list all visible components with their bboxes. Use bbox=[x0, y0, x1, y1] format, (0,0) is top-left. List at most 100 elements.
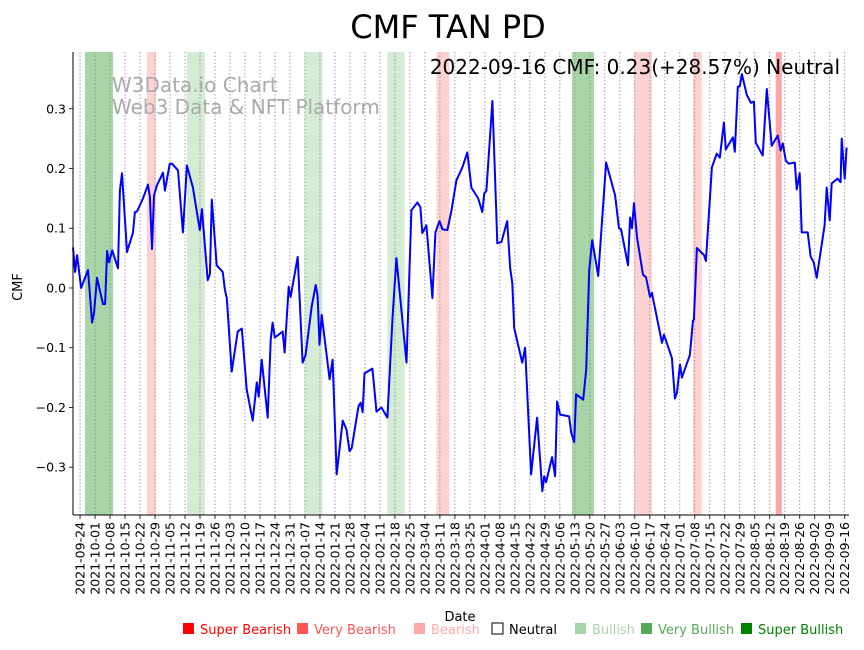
x-tick-label: 2022-05-13 bbox=[567, 522, 582, 595]
y-tick-label: −0.3 bbox=[36, 460, 66, 475]
x-tick-label: 2022-02-18 bbox=[387, 522, 402, 595]
x-tick-label: 2021-09-24 bbox=[73, 522, 88, 595]
legend-swatch bbox=[491, 622, 504, 635]
x-tick-label: 2021-11-12 bbox=[178, 522, 193, 595]
x-tick-label: 2022-07-22 bbox=[717, 522, 732, 595]
signal-band-bullish bbox=[304, 52, 323, 515]
x-tick-label: 2021-11-19 bbox=[193, 522, 208, 595]
x-tick-label: 2021-10-15 bbox=[118, 522, 133, 595]
legend-item: Super Bullish bbox=[741, 623, 843, 638]
x-tick-label: 2022-06-24 bbox=[657, 522, 672, 595]
x-tick-label: 2021-10-22 bbox=[133, 522, 148, 595]
axes: 2021-09-24 2021-10-01 2021-10-08 2021-10-15… bbox=[36, 52, 852, 595]
x-tick-label: 2022-04-08 bbox=[492, 522, 507, 595]
signal-band-bullish bbox=[186, 52, 205, 515]
x-tick-label: 2022-02-11 bbox=[372, 522, 387, 595]
x-tick-label: 2021-12-17 bbox=[252, 522, 267, 595]
x-tick-label: 2022-06-17 bbox=[642, 522, 657, 595]
x-tick-label: 2021-12-10 bbox=[237, 522, 252, 595]
legend-swatch bbox=[575, 623, 586, 634]
x-tick-label: 2022-01-07 bbox=[297, 522, 312, 595]
x-tick-label: 2022-01-14 bbox=[312, 522, 327, 595]
legend-swatch bbox=[641, 623, 652, 634]
x-tick-label: 2022-03-25 bbox=[462, 522, 477, 595]
x-tick-label: 2022-08-26 bbox=[792, 522, 807, 595]
x-tick-label: 2022-09-16 bbox=[837, 522, 852, 595]
legend: Super Bearish Very Bearish Bearish Neutral B… bbox=[183, 622, 843, 638]
legend-label: Very Bearish bbox=[314, 623, 396, 638]
x-tick-label: 2022-04-01 bbox=[477, 522, 492, 595]
watermark-line-1: W3Data.io Chart bbox=[112, 73, 278, 97]
y-tick-label: 0.3 bbox=[46, 101, 66, 116]
x-tick-label: 2022-06-03 bbox=[612, 522, 627, 595]
x-tick-label: 2021-12-24 bbox=[267, 522, 282, 595]
y-tick-label: 0.2 bbox=[46, 161, 66, 176]
x-tick-label: 2022-08-05 bbox=[747, 522, 762, 595]
x-axis-label: Date bbox=[444, 610, 475, 625]
legend-swatch bbox=[297, 623, 308, 634]
chart-title: CMF TAN PD bbox=[350, 8, 546, 46]
x-tick-label: 2022-09-09 bbox=[822, 522, 837, 595]
x-tick-label: 2022-09-02 bbox=[807, 522, 822, 595]
y-tick-label: 0.1 bbox=[46, 221, 66, 236]
x-tick-label: 2022-05-06 bbox=[552, 522, 567, 595]
x-tick-label: 2022-08-19 bbox=[777, 522, 792, 595]
legend-item: Very Bearish bbox=[297, 623, 396, 638]
legend-item: Bullish bbox=[575, 623, 635, 638]
y-tick-label: −0.1 bbox=[36, 340, 66, 355]
x-tick-label: 2022-06-10 bbox=[627, 522, 642, 595]
x-tick-label: 2021-11-05 bbox=[163, 522, 178, 595]
legend-item: Very Bullish bbox=[641, 623, 734, 638]
x-tick-label: 2022-02-25 bbox=[402, 522, 417, 595]
x-tick-label: 2021-10-08 bbox=[103, 522, 118, 595]
signal-band-bearish bbox=[633, 52, 652, 515]
x-tick-label: 2022-07-15 bbox=[702, 522, 717, 595]
legend-label: Super Bearish bbox=[200, 623, 291, 638]
legend-label: Bullish bbox=[592, 623, 635, 638]
watermark-line-2: Web3 Data & NFT Platform bbox=[112, 95, 380, 119]
y-axis-label: CMF bbox=[11, 273, 26, 301]
legend-label: Bearish bbox=[431, 623, 480, 638]
x-tick-label: 2021-12-03 bbox=[222, 522, 237, 595]
x-tick-label: 2022-05-20 bbox=[582, 522, 597, 595]
legend-label: Very Bullish bbox=[658, 623, 734, 638]
signal-band-bullish bbox=[387, 52, 405, 515]
x-tick-label: 2022-07-08 bbox=[687, 522, 702, 595]
x-tick-label: 2022-02-04 bbox=[357, 522, 372, 595]
legend-swatch bbox=[183, 623, 194, 634]
cmf-line bbox=[72, 73, 848, 493]
x-tick-label: 2022-08-12 bbox=[762, 522, 777, 595]
legend-label: Super Bullish bbox=[758, 623, 843, 638]
x-tick-label: 2022-04-22 bbox=[522, 522, 537, 595]
signal-band-bearish bbox=[692, 52, 702, 515]
y-tick-label: 0.0 bbox=[46, 280, 66, 295]
legend-swatch bbox=[414, 623, 425, 634]
legend-item: Super Bearish bbox=[183, 623, 291, 638]
x-tick-label: 2022-05-27 bbox=[597, 522, 612, 595]
signal-band-bearish bbox=[146, 52, 156, 515]
legend-item: Bearish bbox=[414, 623, 480, 638]
annotation-text: 2022-09-16 CMF: 0.23(+28.57%) Neutral bbox=[430, 55, 840, 79]
signal-band-very-bearish bbox=[775, 52, 782, 515]
x-tick-label: 2021-10-01 bbox=[88, 522, 103, 595]
signal-band-very-bullish bbox=[572, 52, 595, 515]
x-tick-label: 2022-07-29 bbox=[732, 522, 747, 595]
x-tick-label: 2022-07-01 bbox=[672, 522, 687, 595]
signal-bands bbox=[84, 52, 782, 515]
x-tick-label: 2022-03-04 bbox=[417, 522, 432, 595]
legend-label: Neutral bbox=[509, 623, 557, 638]
y-tick-label: −0.2 bbox=[36, 400, 66, 415]
x-tick-label: 2022-04-15 bbox=[507, 522, 522, 595]
legend-item: Neutral bbox=[491, 622, 557, 638]
x-tick-label: 2022-03-11 bbox=[432, 522, 447, 595]
x-tick-label: 2021-11-26 bbox=[208, 522, 223, 595]
x-tick-label: 2022-01-21 bbox=[327, 522, 342, 595]
x-tick-label: 2022-04-29 bbox=[537, 522, 552, 595]
x-tick-label: 2022-01-28 bbox=[342, 522, 357, 595]
legend-swatch bbox=[741, 623, 752, 634]
x-tick-label: 2022-03-18 bbox=[447, 522, 462, 595]
x-tick-label: 2021-10-29 bbox=[148, 522, 163, 595]
signal-band-bearish bbox=[436, 52, 450, 515]
x-tick-label: 2021-12-31 bbox=[282, 522, 297, 595]
